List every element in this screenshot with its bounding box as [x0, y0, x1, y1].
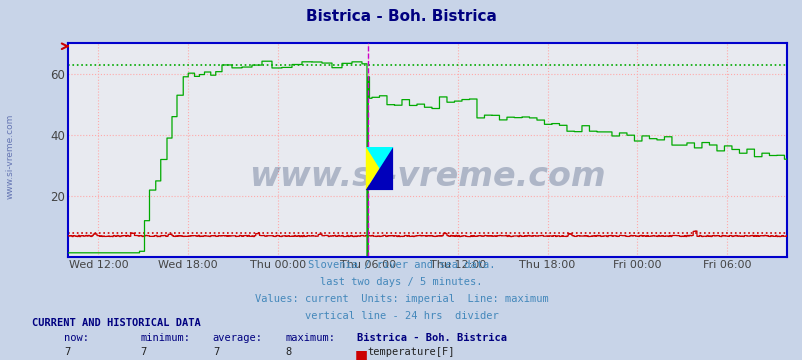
Text: 7: 7	[140, 347, 147, 357]
Text: last two days / 5 minutes.: last two days / 5 minutes.	[320, 277, 482, 287]
Text: now:: now:	[64, 333, 89, 343]
Text: minimum:: minimum:	[140, 333, 190, 343]
Text: temperature[F]: temperature[F]	[367, 347, 455, 357]
Text: 8: 8	[285, 347, 291, 357]
Text: 7: 7	[64, 347, 71, 357]
Polygon shape	[366, 147, 393, 190]
Text: Bistrica - Boh. Bistrica: Bistrica - Boh. Bistrica	[357, 333, 507, 343]
Text: Values: current  Units: imperial  Line: maximum: Values: current Units: imperial Line: ma…	[254, 294, 548, 304]
Text: average:: average:	[213, 333, 262, 343]
Polygon shape	[366, 147, 393, 190]
Text: Bistrica - Boh. Bistrica: Bistrica - Boh. Bistrica	[306, 9, 496, 24]
Polygon shape	[366, 147, 393, 190]
Text: www.si-vreme.com: www.si-vreme.com	[249, 159, 606, 193]
Text: www.si-vreme.com: www.si-vreme.com	[5, 114, 14, 199]
Text: ■: ■	[354, 348, 367, 360]
Text: 7: 7	[213, 347, 219, 357]
Text: maximum:: maximum:	[285, 333, 334, 343]
Text: Slovenia / river and sea data.: Slovenia / river and sea data.	[307, 260, 495, 270]
Text: CURRENT AND HISTORICAL DATA: CURRENT AND HISTORICAL DATA	[32, 318, 200, 328]
Text: vertical line - 24 hrs  divider: vertical line - 24 hrs divider	[304, 311, 498, 321]
